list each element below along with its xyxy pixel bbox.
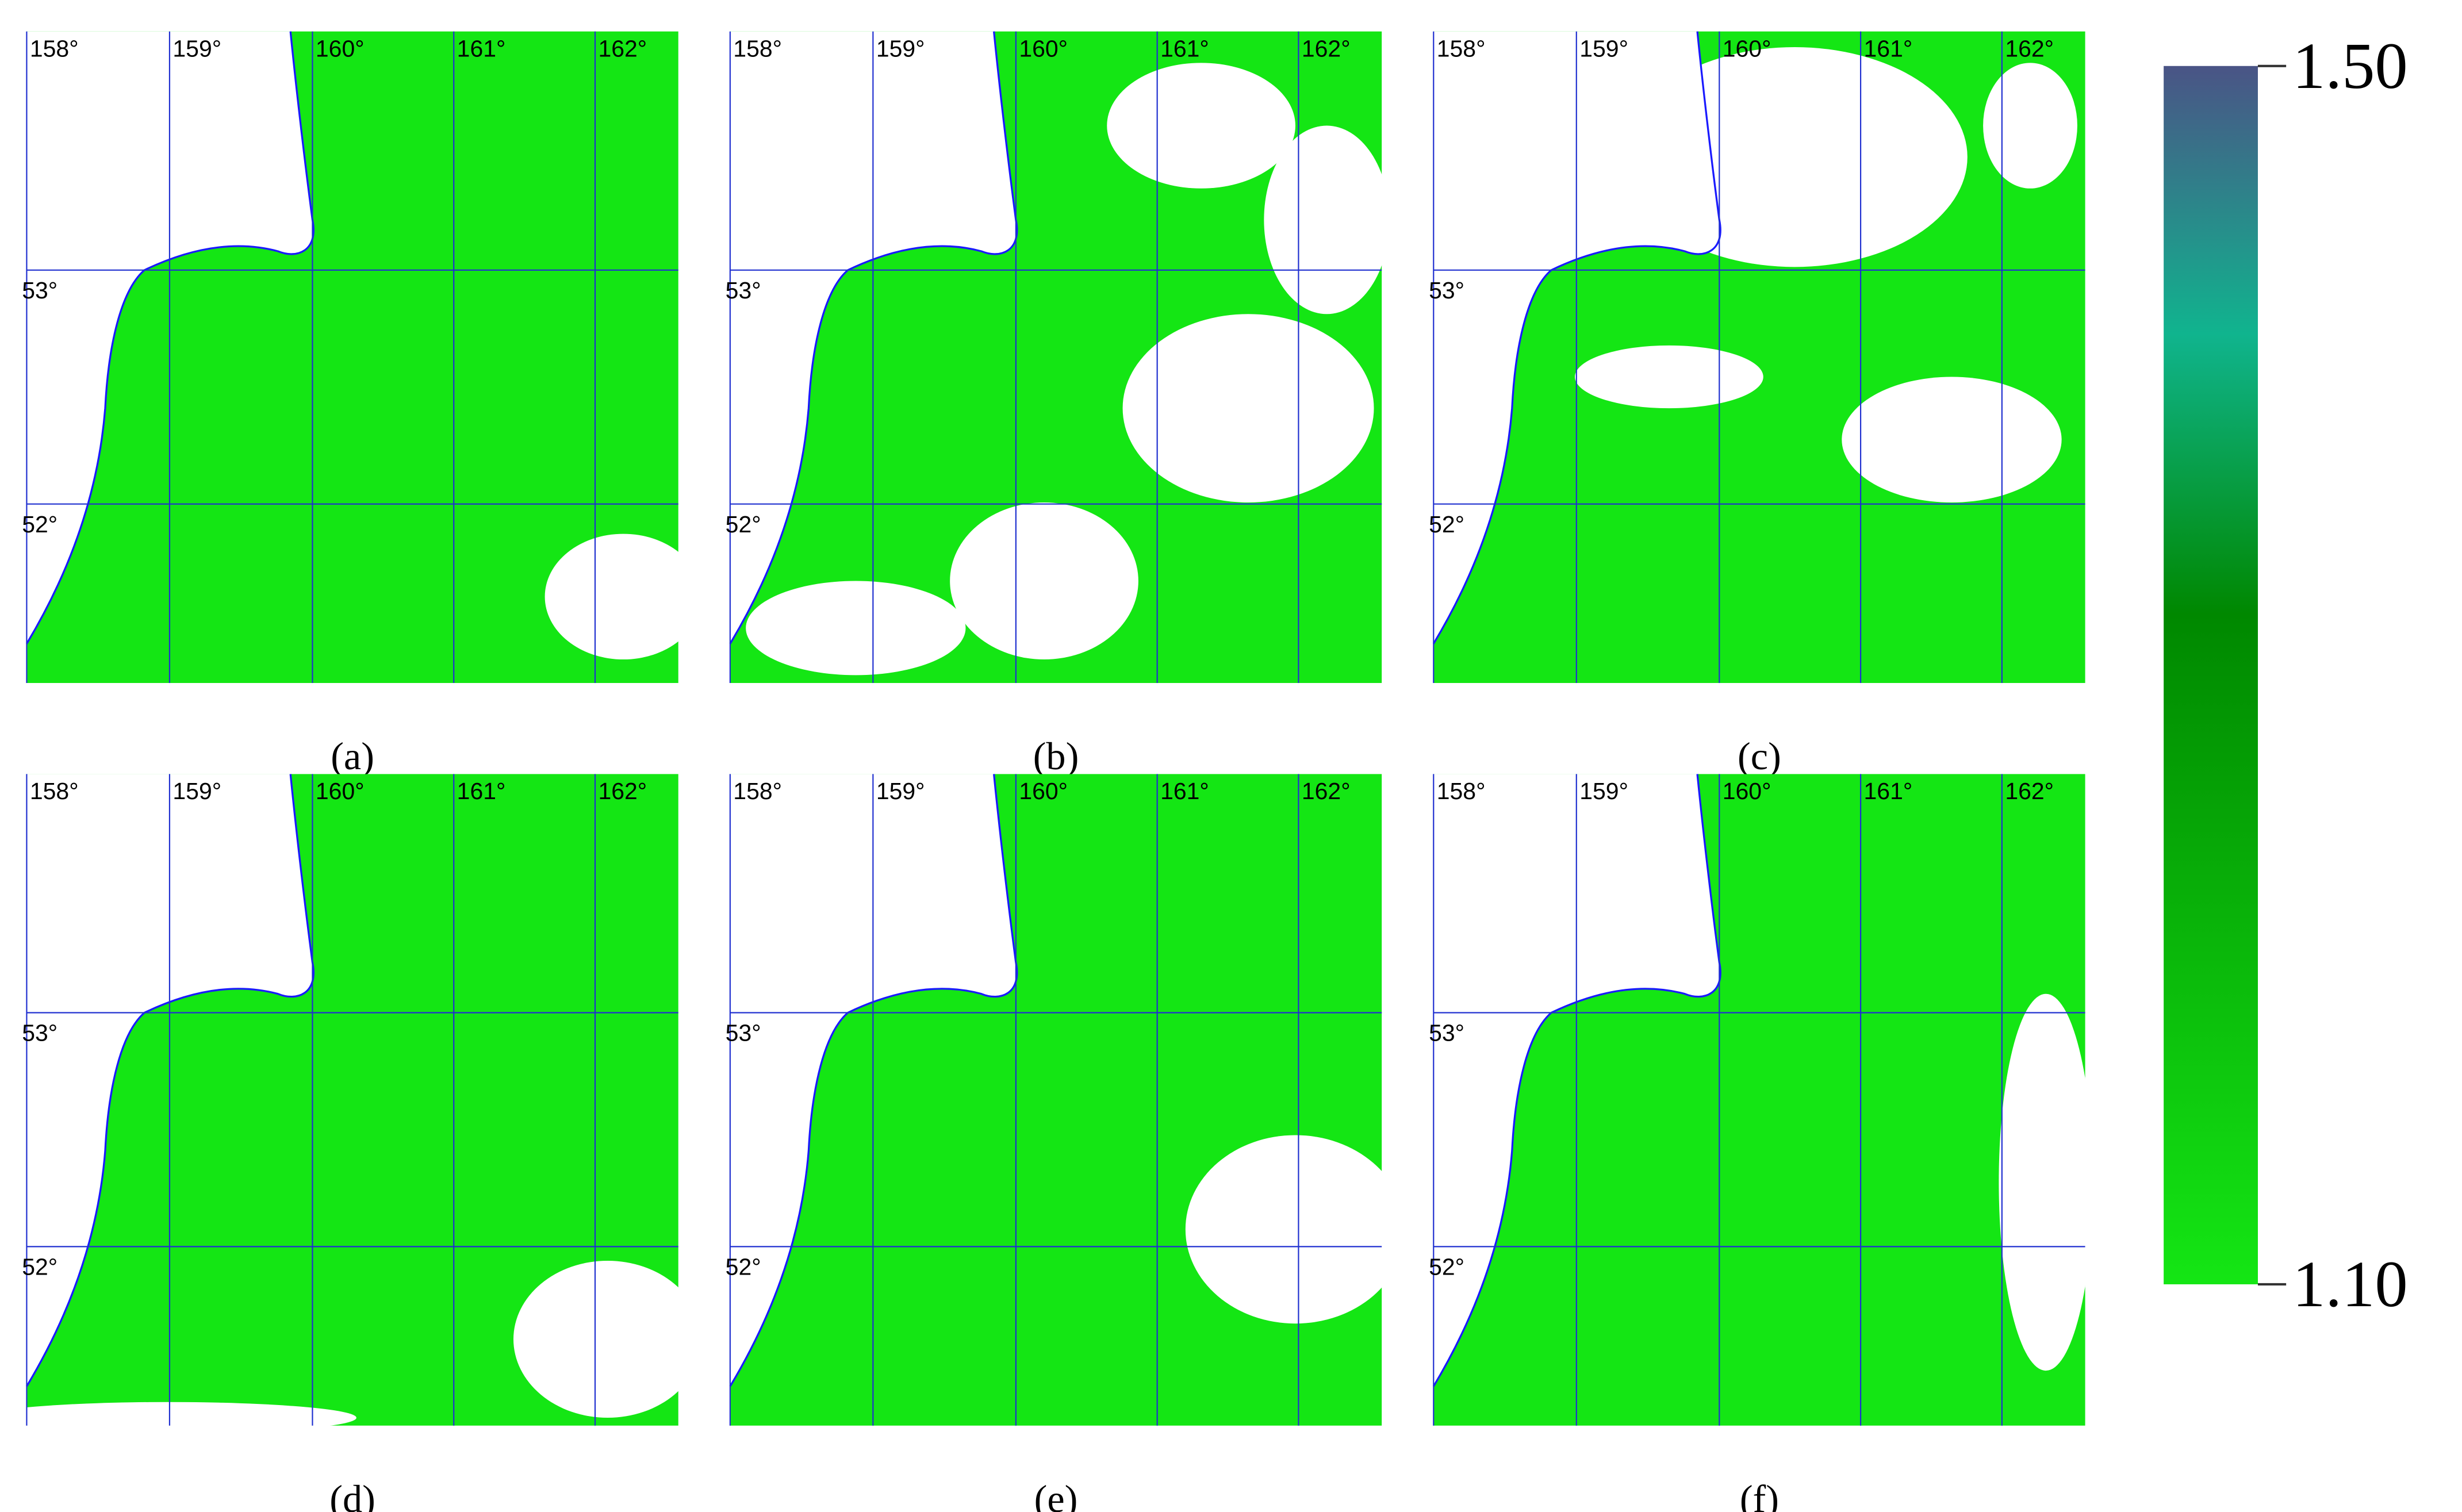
cloud-mask <box>1122 314 1374 502</box>
colorbar-label: 1.50 <box>2292 29 2408 102</box>
lon-label: 160° <box>316 778 365 804</box>
land <box>730 774 1017 1387</box>
lon-label: 158° <box>733 778 782 804</box>
cloud-mask <box>544 534 702 660</box>
lon-label: 158° <box>1437 778 1486 804</box>
lon-label: 162° <box>598 35 647 62</box>
lat-label: 53° <box>1429 277 1464 304</box>
map-panel: 158° 159° 160° 161° 162° 53° 52° (c) <box>1429 31 2085 778</box>
land <box>1433 31 1721 644</box>
coastline <box>729 774 1018 1387</box>
panel-caption: (e) <box>1034 1477 1078 1512</box>
cloud-mask <box>0 1402 356 1434</box>
lon-label: 162° <box>1302 778 1351 804</box>
lon-label: 159° <box>172 35 221 62</box>
cloud-mask <box>1842 377 2062 502</box>
coastline <box>1432 31 1721 644</box>
lon-label: 161° <box>1864 35 1913 62</box>
lon-label: 162° <box>2005 35 2054 62</box>
map-panel: 158° 159° 160° 161° 162° 53° 52° (d) <box>0 774 702 1512</box>
lon-label: 159° <box>1579 778 1628 804</box>
lat-label: 53° <box>726 277 761 304</box>
lon-label: 161° <box>1864 778 1913 804</box>
lon-label: 158° <box>30 778 79 804</box>
land <box>26 31 314 644</box>
coastline <box>26 31 315 644</box>
lon-label: 158° <box>1437 35 1486 62</box>
land <box>1433 774 1721 1387</box>
coastline <box>26 774 315 1387</box>
map-panel: 158° 159° 160° 161° 162° 53° 52° (e) <box>726 774 1406 1512</box>
cloud-mask <box>1999 993 2093 1371</box>
lat-label: 52° <box>22 1254 57 1280</box>
coastline <box>1432 774 1721 1387</box>
panel-caption: (f) <box>1740 1477 1779 1512</box>
lon-label: 160° <box>316 35 365 62</box>
coastline <box>729 31 1018 644</box>
lat-label: 52° <box>1429 1254 1464 1280</box>
lat-label: 53° <box>22 277 57 304</box>
lat-label: 53° <box>1429 1020 1464 1046</box>
lat-label: 52° <box>726 511 761 538</box>
lon-label: 159° <box>876 35 925 62</box>
lon-label: 162° <box>598 778 647 804</box>
land <box>26 774 314 1387</box>
lat-label: 52° <box>1429 511 1464 538</box>
cloud-mask <box>746 581 966 676</box>
lon-label: 160° <box>1723 778 1771 804</box>
land <box>730 31 1017 644</box>
lat-label: 53° <box>22 1020 57 1046</box>
panel-caption: (c) <box>1738 734 1781 778</box>
lon-label: 159° <box>876 778 925 804</box>
lon-label: 159° <box>172 778 221 804</box>
cloud-mask <box>1575 345 1763 409</box>
lat-label: 53° <box>726 1020 761 1046</box>
lon-label: 162° <box>2005 778 2054 804</box>
lon-label: 160° <box>1723 35 1771 62</box>
panel-caption: (d) <box>329 1477 375 1512</box>
panel-caption: (b) <box>1033 734 1079 778</box>
lon-label: 161° <box>1160 35 1209 62</box>
cloud-mask <box>950 502 1138 660</box>
lon-label: 158° <box>733 35 782 62</box>
map-panel: 158° 159° 160° 161° 162° 53° 52° (a) <box>22 31 702 778</box>
cloud-mask <box>513 1260 702 1418</box>
lon-label: 161° <box>457 35 506 62</box>
lon-label: 162° <box>1302 35 1351 62</box>
map-panel: 158° 159° 160° 161° 162° 53° 52° (b) <box>726 31 1390 778</box>
cloud-mask <box>1185 1135 1406 1324</box>
cloud-mask <box>1983 63 2077 189</box>
cloud-mask <box>1264 125 1390 314</box>
lon-label: 160° <box>1019 778 1068 804</box>
lat-label: 52° <box>726 1254 761 1280</box>
lat-label: 52° <box>22 511 57 538</box>
cloud-mask <box>1107 63 1295 189</box>
lon-label: 161° <box>457 778 506 804</box>
lon-label: 159° <box>1579 35 1628 62</box>
panel-caption: (a) <box>331 734 374 778</box>
lon-label: 158° <box>30 35 79 62</box>
lon-label: 161° <box>1160 778 1209 804</box>
colorbar <box>2164 66 2258 1284</box>
lon-label: 160° <box>1019 35 1068 62</box>
colorbar-label: 1.10 <box>2292 1248 2408 1321</box>
map-panel: 158° 159° 160° 161° 162° 53° 52° (f) <box>1429 774 2093 1512</box>
